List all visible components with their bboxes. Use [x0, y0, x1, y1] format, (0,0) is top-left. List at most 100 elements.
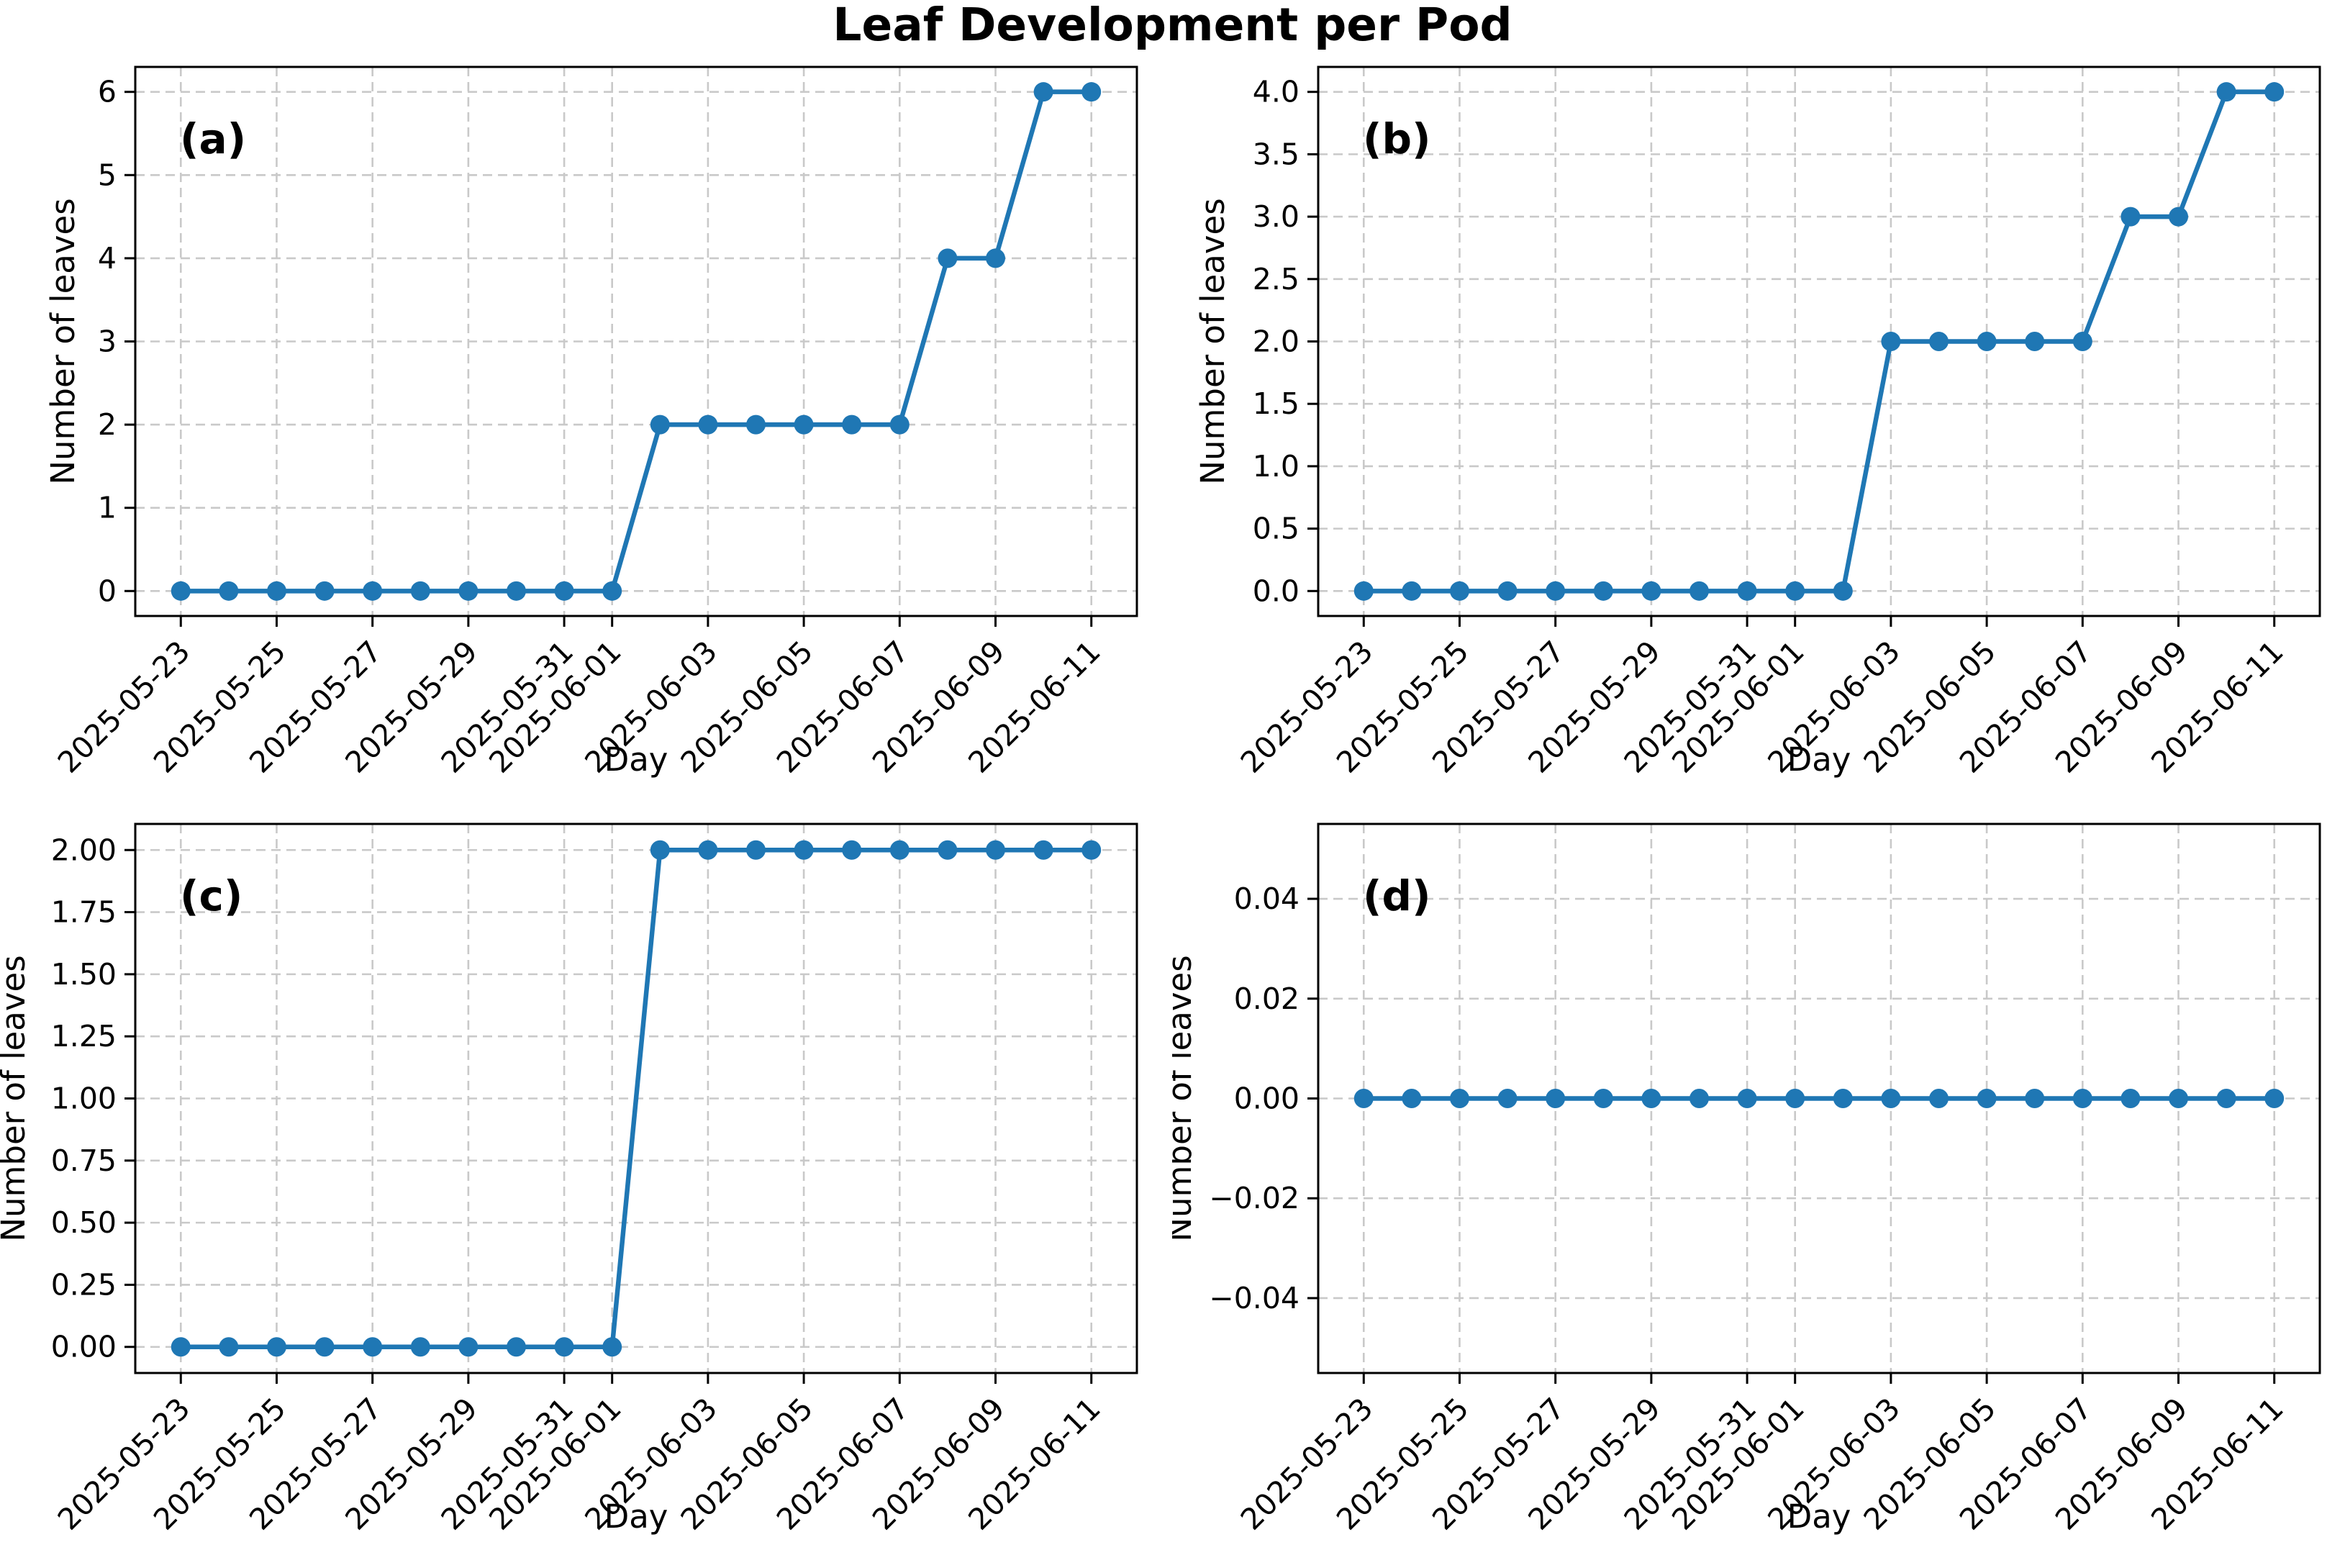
- data-point-marker: [746, 840, 766, 860]
- data-point-marker: [602, 581, 622, 601]
- data-point-marker: [266, 581, 286, 601]
- grid: [135, 67, 1137, 616]
- y-tick-label: 2.0: [1253, 325, 1299, 359]
- data-point-marker: [1785, 581, 1805, 601]
- subplot-a: 2025-05-232025-05-252025-05-272025-05-29…: [44, 65, 1138, 780]
- series-markers: [1353, 1089, 2285, 1108]
- y-tick-label: 2.00: [51, 833, 117, 867]
- y-tick-label: 0.00: [1234, 1082, 1299, 1116]
- data-point-marker: [554, 581, 574, 601]
- data-point-marker: [1977, 1089, 1997, 1108]
- y-tick-label: 0.00: [51, 1330, 117, 1364]
- data-point-marker: [1033, 840, 1053, 860]
- y-tick-label: 1: [98, 491, 117, 525]
- data-point-marker: [1929, 1089, 1949, 1108]
- data-point-marker: [1402, 581, 1422, 601]
- y-tick-label: 0.75: [51, 1143, 117, 1178]
- y-tick-label: 1.50: [51, 957, 117, 992]
- data-point-marker: [1593, 1089, 1613, 1108]
- data-point-marker: [650, 414, 670, 435]
- x-axis-label: Day: [1787, 740, 1851, 779]
- data-point-marker: [363, 581, 383, 601]
- data-point-marker: [410, 581, 430, 601]
- data-point-marker: [2072, 332, 2092, 351]
- data-point-marker: [2072, 1089, 2092, 1108]
- series-markers: [1353, 82, 2285, 601]
- data-point-marker: [1081, 840, 1102, 860]
- panel-tag: (c): [180, 871, 242, 920]
- y-axis-label: Number of leaves: [44, 198, 82, 484]
- grid: [1318, 67, 2320, 616]
- data-point-marker: [746, 414, 766, 435]
- y-tick-label: 0: [98, 574, 117, 608]
- data-point-marker: [171, 1337, 191, 1357]
- y-tick-label: 1.0: [1253, 449, 1299, 484]
- tick-marks: [124, 91, 1093, 627]
- y-tick-label: 2.5: [1253, 262, 1299, 296]
- data-point-marker: [363, 1337, 383, 1357]
- tick-marks: [1307, 897, 2276, 1384]
- data-point-marker: [2264, 82, 2285, 102]
- data-point-marker: [889, 414, 910, 435]
- tick-marks: [1307, 91, 2276, 627]
- y-tick-label: 3.0: [1253, 199, 1299, 234]
- data-point-marker: [698, 840, 718, 860]
- y-tick-label: 0.0: [1253, 574, 1299, 608]
- data-point-marker: [2025, 1089, 2045, 1108]
- data-point-marker: [506, 1337, 526, 1357]
- data-point-marker: [2121, 1089, 2141, 1108]
- data-point-marker: [889, 840, 910, 860]
- data-point-marker: [1449, 1089, 1469, 1108]
- data-point-marker: [2216, 82, 2236, 102]
- data-point-marker: [1833, 1089, 1853, 1108]
- data-point-marker: [650, 840, 670, 860]
- y-tick-label: 0.04: [1234, 882, 1299, 916]
- y-tick-label: 1.75: [51, 895, 117, 930]
- data-point-marker: [314, 581, 335, 601]
- data-point-marker: [1402, 1089, 1422, 1108]
- y-tick-label: 2: [98, 407, 117, 442]
- data-point-marker: [1641, 1089, 1661, 1108]
- figure-title: Leaf Development per Pod: [833, 0, 1512, 51]
- x-axis-label: Day: [1787, 1497, 1851, 1536]
- data-point-marker: [938, 840, 958, 860]
- data-point-marker: [219, 1337, 239, 1357]
- data-point-marker: [1081, 82, 1102, 102]
- y-tick-label: 6: [98, 75, 117, 109]
- data-point-marker: [506, 581, 526, 601]
- data-point-marker: [986, 840, 1006, 860]
- data-point-marker: [842, 840, 862, 860]
- data-point-marker: [1881, 332, 1901, 351]
- data-point-marker: [1833, 581, 1853, 601]
- y-tick-label: 1.00: [51, 1082, 117, 1116]
- data-point-marker: [1689, 1089, 1709, 1108]
- y-axis-label: Number of leaves: [0, 955, 32, 1241]
- data-point-marker: [554, 1337, 574, 1357]
- y-tick-label: 4: [98, 241, 117, 276]
- data-point-marker: [1033, 82, 1053, 102]
- data-point-marker: [171, 581, 191, 601]
- data-point-marker: [2264, 1089, 2285, 1108]
- y-tick-label: 3: [98, 325, 117, 359]
- data-point-marker: [1785, 1089, 1805, 1108]
- subplot-b: 2025-05-232025-05-252025-05-272025-05-29…: [1194, 65, 2321, 780]
- data-point-marker: [2169, 1089, 2189, 1108]
- y-tick-label: 4.0: [1253, 75, 1299, 109]
- tick-marks: [124, 848, 1093, 1384]
- x-axis-label: Day: [604, 1497, 668, 1536]
- data-point-marker: [410, 1337, 430, 1357]
- data-point-marker: [1353, 1089, 1374, 1108]
- y-tick-label: −0.04: [1209, 1281, 1299, 1315]
- y-tick-label: 0.02: [1234, 982, 1299, 1016]
- subplot-d: 2025-05-232025-05-252025-05-272025-05-29…: [1172, 822, 2321, 1537]
- data-point-marker: [1689, 581, 1709, 601]
- x-axis-label: Day: [604, 740, 668, 779]
- subplot-c: 2025-05-232025-05-252025-05-272025-05-29…: [0, 822, 1138, 1537]
- data-point-marker: [1546, 581, 1566, 601]
- data-point-marker: [1353, 581, 1374, 601]
- data-point-marker: [1497, 1089, 1518, 1108]
- data-point-marker: [266, 1337, 286, 1357]
- y-tick-label: 0.5: [1253, 512, 1299, 546]
- data-point-marker: [1881, 1089, 1901, 1108]
- data-point-marker: [938, 248, 958, 268]
